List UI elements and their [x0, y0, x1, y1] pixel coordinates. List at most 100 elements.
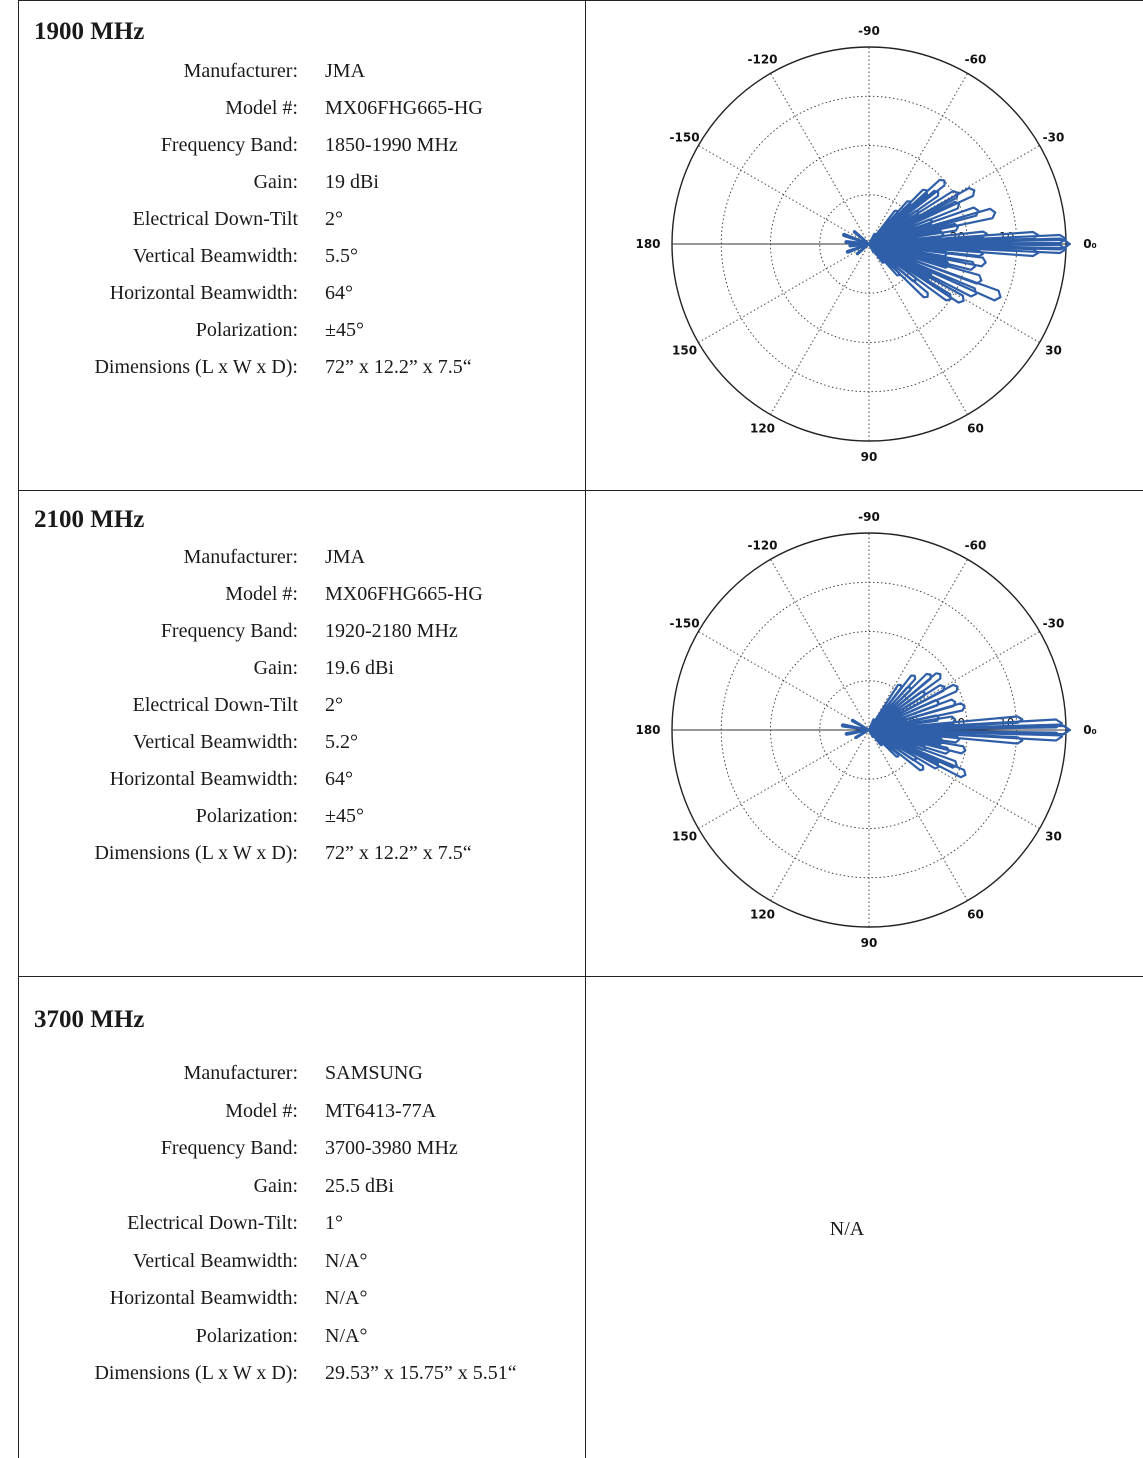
spec-label: Gain:: [253, 1174, 298, 1197]
spec-row: Model #: MX06FHG665-HG: [18, 583, 578, 617]
spec-value: MX06FHG665-HG: [325, 583, 483, 605]
spec-value: N/A°: [325, 1287, 368, 1309]
polar-angle-label: -30: [1043, 617, 1065, 631]
spec-row: Electrical Down-Tilt 2°: [18, 208, 578, 242]
spec-row: Dimensions (L x W x D): 72” x 12.2” x 7.5…: [18, 842, 578, 876]
section-title: 1900 MHz: [34, 18, 145, 45]
polar-angle-label: 120: [750, 907, 775, 921]
polar-angle-label: 180: [635, 723, 660, 737]
spec-value: MX06FHG665-HG: [325, 97, 483, 119]
spec-label: Manufacturer:: [183, 60, 298, 82]
spec-label: Frequency Band:: [160, 620, 298, 642]
spec-label: Manufacturer:: [183, 546, 298, 568]
spec-value: N/A°: [325, 1324, 368, 1347]
spec-row: Polarization: N/A°: [18, 1325, 578, 1359]
polar-angle-label: 90: [861, 936, 878, 950]
section-3700-specs: 3700 MHz Manufacturer: SAMSUNG Model #: MT6…: [18, 976, 585, 1458]
spec-label: Model #:: [225, 97, 298, 119]
polar-angle-label: -30: [1043, 131, 1065, 145]
spec-label: Vertical Beamwidth:: [133, 1249, 298, 1272]
spec-row: Model #: MT6413-77A: [18, 1100, 578, 1134]
spec-value: N/A°: [325, 1249, 368, 1272]
spec-value: JMA: [325, 60, 366, 82]
spec-row: Manufacturer: JMA: [18, 546, 578, 580]
polar-angle-label: 180: [635, 237, 660, 251]
spec-label: Vertical Beamwidth:: [133, 245, 298, 267]
spec-label: Horizontal Beamwidth:: [109, 1287, 298, 1309]
polar-angle-label: -60: [965, 53, 987, 67]
polar-angle-label: -60: [965, 539, 987, 553]
spec-label: Polarization:: [195, 319, 298, 341]
polar-angle-label: 60: [967, 421, 984, 435]
spec-row: Horizontal Beamwidth: N/A°: [18, 1287, 578, 1321]
spec-value: 29.53” x 15.75” x 5.51“: [325, 1362, 517, 1384]
spec-row: Electrical Down-Tilt: 1°: [18, 1212, 578, 1246]
spec-row: Vertical Beamwidth: 5.2°: [18, 731, 578, 765]
section-title: 2100 MHz: [34, 506, 145, 533]
polar-plot-2100: -90 -120 -60 -150 -30 180 0₀ 150 30 120 60 90 30 20 10: [586, 504, 1142, 966]
not-available-text: N/A: [829, 1218, 865, 1240]
spec-row: Dimensions (L x W x D): 29.53” x 15.75” x…: [18, 1362, 578, 1396]
polar-angle-label: 150: [672, 344, 697, 358]
section-1900-specs: 1900 MHz Manufacturer: JMA Model #: MX06FHG…: [18, 0, 585, 490]
spec-value: 1°: [325, 1212, 343, 1234]
spec-value: 64°: [325, 282, 353, 304]
spec-row: Frequency Band: 1920-2180 MHz: [18, 620, 578, 654]
polar-angle-label: 0₀: [1083, 723, 1097, 737]
spec-label: Electrical Down-Tilt:: [127, 1212, 298, 1234]
polar-angle-label: -90: [858, 510, 880, 524]
polar-angle-label: 90: [861, 450, 878, 464]
polar-angle-label: -90: [858, 24, 880, 38]
spec-row: Polarization: ±45°: [18, 319, 578, 353]
spec-row: Frequency Band: 3700-3980 MHz: [18, 1137, 578, 1171]
spec-value: 2°: [325, 208, 343, 230]
polar-angle-label: 120: [750, 421, 775, 435]
spec-row: Electrical Down-Tilt 2°: [18, 694, 578, 728]
spec-row: Vertical Beamwidth: 5.5°: [18, 245, 578, 279]
table-border-left: [18, 0, 19, 1458]
spec-value: JMA: [325, 546, 366, 568]
spec-value: 5.5°: [325, 245, 358, 267]
spec-label: Model #:: [225, 1099, 298, 1122]
spec-row: Dimensions (L x W x D): 72” x 12.2” x 7.5…: [18, 356, 578, 390]
spec-row: Horizontal Beamwidth: 64°: [18, 768, 578, 802]
spec-value: ±45°: [325, 805, 364, 827]
spec-label: Dimensions (L x W x D):: [94, 356, 298, 378]
spec-value: 3700-3980 MHz: [325, 1137, 458, 1159]
spec-row: Manufacturer: JMA: [18, 60, 578, 94]
polar-angle-label: 150: [672, 830, 697, 844]
table-border-top: [18, 0, 1143, 1]
spec-row: Gain: 19 dBi: [18, 171, 578, 205]
spec-table: 1900 MHz Manufacturer: JMA Model #: MX06FHG…: [18, 0, 1143, 1458]
spec-label: Horizontal Beamwidth:: [109, 282, 298, 304]
main-lobe: [868, 237, 1070, 251]
spec-value: 72” x 12.2” x 7.5“: [325, 842, 472, 864]
spec-value: 2°: [325, 694, 343, 716]
polar-angle-label: -120: [747, 53, 777, 67]
spec-label: Dimensions (L x W x D):: [94, 842, 298, 864]
polar-angle-label: -120: [747, 539, 777, 553]
spec-row: Frequency Band: 1850-1990 MHz: [18, 134, 578, 168]
spec-label: Frequency Band:: [160, 1137, 298, 1159]
section-2100-specs: 2100 MHz Manufacturer: JMA Model #: MX06FHG…: [18, 490, 585, 976]
polar-angle-label: 0₀: [1083, 237, 1097, 251]
spec-row: Vertical Beamwidth: N/A°: [18, 1250, 578, 1284]
column-divider: [585, 0, 586, 1458]
spec-label: Dimensions (L x W x D):: [94, 1362, 298, 1384]
spec-label: Polarization:: [195, 1324, 298, 1347]
spec-label: Electrical Down-Tilt: [132, 208, 298, 230]
spec-label: Electrical Down-Tilt: [132, 694, 298, 716]
spec-row: Gain: 25.5 dBi: [18, 1175, 578, 1209]
spec-label: Manufacturer:: [183, 1062, 298, 1084]
spec-value: 72” x 12.2” x 7.5“: [325, 356, 472, 378]
spec-row: Polarization: ±45°: [18, 805, 578, 839]
spec-label: Vertical Beamwidth:: [133, 731, 298, 753]
spec-row: Gain: 19.6 dBi: [18, 657, 578, 691]
polar-angle-label: 30: [1045, 830, 1062, 844]
antenna-pattern-trace: [840, 672, 1071, 779]
spec-value: 19.6 dBi: [325, 657, 394, 679]
spec-row: Horizontal Beamwidth: 64°: [18, 282, 578, 316]
spec-value: 19 dBi: [325, 171, 379, 193]
